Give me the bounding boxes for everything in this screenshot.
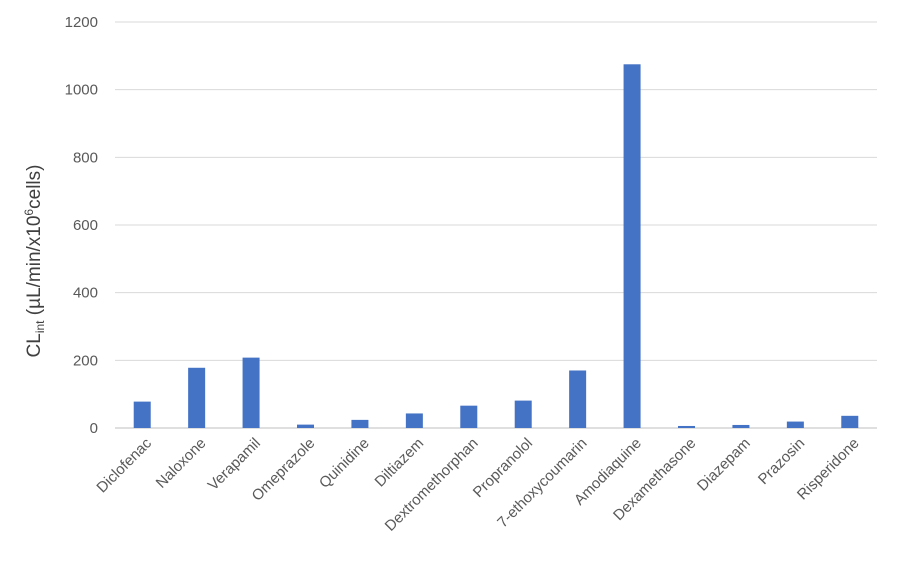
y-tick-label: 1000	[65, 82, 98, 99]
y-tick-label: 200	[73, 352, 98, 369]
y-tick-label: 800	[73, 149, 98, 166]
bar	[841, 415, 859, 428]
y-axis-title-subscript: int	[33, 320, 47, 333]
gridlines	[115, 21, 877, 429]
bar	[569, 370, 587, 428]
bar	[514, 400, 532, 428]
bar	[188, 367, 206, 428]
x-tick-label: Diazepam	[694, 435, 754, 495]
bar	[786, 421, 804, 428]
x-tick-label: Diltiazem	[372, 435, 428, 491]
y-axis-title-units: (µL/min/x10	[24, 216, 45, 321]
bar	[460, 405, 478, 428]
bar	[133, 401, 151, 428]
bar	[405, 413, 423, 428]
bar	[297, 424, 314, 428]
bar	[678, 425, 695, 428]
y-tick-label: 600	[73, 217, 98, 234]
bar	[623, 64, 641, 429]
y-axis-title: CLint (µL/min/x106cells)	[22, 165, 47, 358]
bars	[133, 64, 859, 429]
y-tick-label: 0	[90, 420, 98, 437]
y-axis-title-main: CL	[24, 333, 45, 357]
bar	[732, 424, 750, 428]
x-tick-label: Prazosin	[755, 435, 808, 488]
bar	[242, 357, 260, 428]
x-tick-label: Dextromethorphan	[382, 435, 482, 535]
y-tick-labels: 0 200 400 600 800 1000 1200	[65, 14, 98, 437]
x-tick-label: Diclofenac	[93, 434, 155, 496]
y-tick-label: 1200	[65, 14, 98, 31]
x-tick-labels: DiclofenacNaloxoneVerapamilOmeprazoleQui…	[93, 434, 862, 534]
y-axis-title-tail: cells)	[24, 165, 45, 209]
y-axis-title-superscript: 6	[22, 209, 36, 216]
x-tick-label: Quinidine	[316, 435, 373, 492]
x-tick-label: Naloxone	[153, 435, 210, 492]
bar	[351, 419, 369, 428]
y-tick-label: 400	[73, 285, 98, 302]
